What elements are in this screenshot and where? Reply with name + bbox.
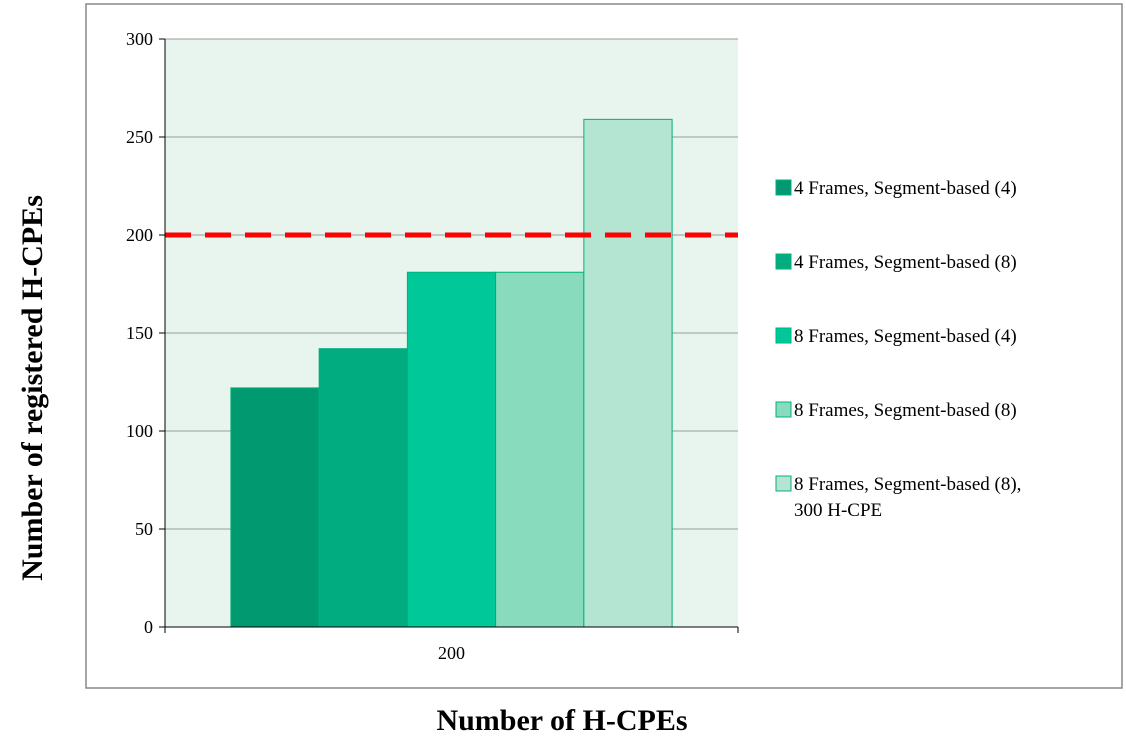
y-tick-label: 0 xyxy=(144,617,153,637)
y-tick-labels: 0 50 100 150 200 250 300 xyxy=(126,29,153,637)
y-tick-label: 50 xyxy=(135,519,153,539)
legend-swatch xyxy=(775,327,792,344)
y-tick-label: 200 xyxy=(126,225,153,245)
legend-label: 8 Frames, Segment-based (8), xyxy=(794,474,1021,495)
bar xyxy=(318,348,408,628)
bar xyxy=(230,387,320,628)
legend: 4 Frames, Segment-based (4) 4 Frames, Seg… xyxy=(775,178,1021,521)
x-tick-labels: 200 xyxy=(438,643,465,663)
axes xyxy=(159,38,739,633)
y-tick-label: 150 xyxy=(126,323,153,343)
y-axis-title: Number of registered H-CPEs xyxy=(16,195,49,581)
legend-label: 8 Frames, Segment-based (4) xyxy=(794,326,1017,347)
legend-swatch xyxy=(775,475,792,492)
bar xyxy=(583,118,673,628)
bars xyxy=(230,118,673,628)
legend-label: 8 Frames, Segment-based (8) xyxy=(794,400,1017,421)
bar xyxy=(406,271,497,628)
bar xyxy=(495,271,585,628)
x-tick-label: 200 xyxy=(438,643,465,663)
x-axis-title: Number of H-CPEs xyxy=(436,704,687,737)
legend-label: 300 H-CPE xyxy=(794,500,882,521)
legend-swatch xyxy=(775,179,792,196)
y-tick-label: 250 xyxy=(126,127,153,147)
legend-swatch xyxy=(775,401,792,418)
y-tick-label: 100 xyxy=(126,421,153,441)
legend-label: 4 Frames, Segment-based (8) xyxy=(794,252,1017,273)
legend-swatch xyxy=(775,253,792,270)
y-tick-label: 300 xyxy=(126,29,153,49)
legend-label: 4 Frames, Segment-based (4) xyxy=(794,178,1017,199)
